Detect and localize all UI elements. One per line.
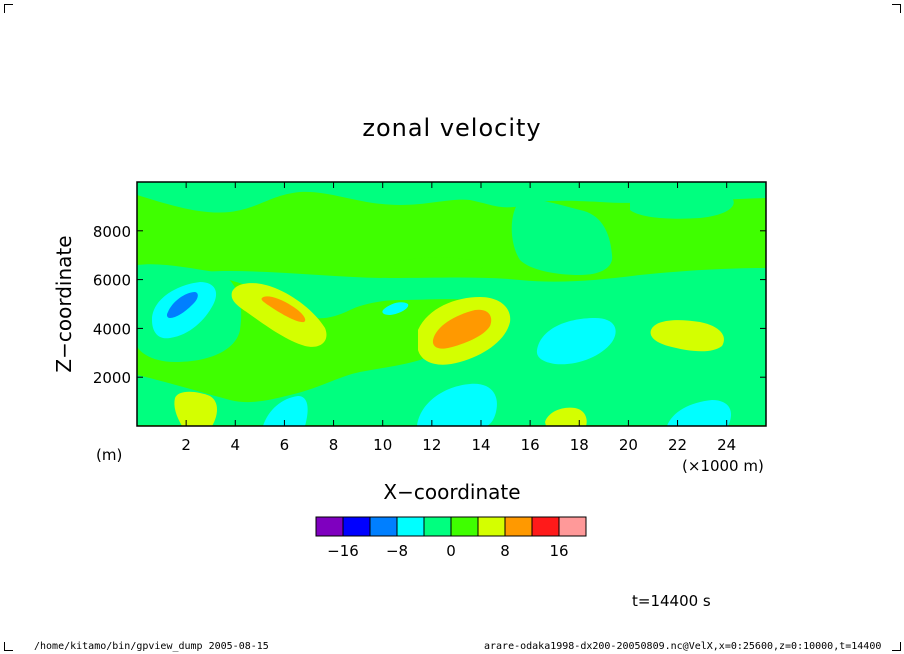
colorbar-tick-label: −16 [327,542,359,560]
colorbar-cell [504,516,533,537]
x-tick-label: 10 [373,436,392,454]
contour-yellow-right [650,320,724,352]
contour-orange-center [432,309,492,349]
footer-left: /home/kitamo/bin/gpview_dump 2005-08-15 [34,641,269,652]
x-axis-label: X−coordinate [383,480,521,504]
contour-cyan-small [382,302,409,315]
contour-cyan-bottom-left [263,396,308,426]
x-tick-label: 2 [181,436,191,454]
corner-mark-top-left [4,4,13,13]
contour-cyan-bottom-center [417,383,497,426]
time-label: t=14400 s [632,592,711,610]
x-tick-label: 24 [717,436,736,454]
colorbar-cell [396,516,425,537]
colorbar-cell [315,516,344,537]
x-axis-unit: (×1000 m) [682,457,764,475]
colorbar-tick-label: −8 [386,542,408,560]
x-tick-label: 6 [280,436,290,454]
footer-right: arare-odaka1998-dx200-20050809.nc@VelX,x… [484,641,882,652]
plot-frame [136,181,767,427]
x-tick-label: 4 [231,436,241,454]
contour-lime-center [394,257,483,276]
corner-mark-top-right [892,4,901,13]
x-tick-label: 12 [422,436,441,454]
colorbar-cell [423,516,452,537]
x-tick-label: 8 [329,436,339,454]
colorbar-cell [369,516,398,537]
x-tick-label: 18 [570,436,589,454]
colorbar-tick-label: 8 [500,542,510,560]
colorbar-cell [558,516,587,537]
colorbar-tick-label: 0 [446,542,456,560]
colorbar-cell [477,516,506,537]
contour-yellow-bottom-center [545,407,587,426]
y-tick-label: 6000 [93,272,131,290]
contour-green-right [511,199,613,275]
y-tick-label: 4000 [93,320,131,338]
contour-yellow-bottom-left [174,391,217,426]
y-tick-label: 8000 [93,223,131,241]
colorbar-tick-label: 16 [549,542,568,560]
contour-cyan-bottom-right [667,400,732,426]
x-tick-label: 16 [521,436,540,454]
contour-green-top [137,182,766,213]
colorbar-cell [531,516,560,537]
contour-orange-left [261,296,306,323]
contour-yellow-left [231,283,327,347]
y-tick-label: 2000 [93,369,131,387]
x-tick-label: 22 [668,436,687,454]
corner-mark-bottom-right [892,642,901,651]
contour-green-top-right [630,188,734,219]
colorbar-cell [342,516,371,537]
contour-cyan-right [536,318,616,365]
x-tick-label: 14 [471,436,490,454]
y-axis-unit: (m) [96,446,123,464]
colorbar-cell [450,516,479,537]
x-tick-label: 20 [619,436,638,454]
chart-title: zonal velocity [362,114,542,142]
contour-blue-core [166,292,198,318]
corner-mark-bottom-left [4,642,13,651]
